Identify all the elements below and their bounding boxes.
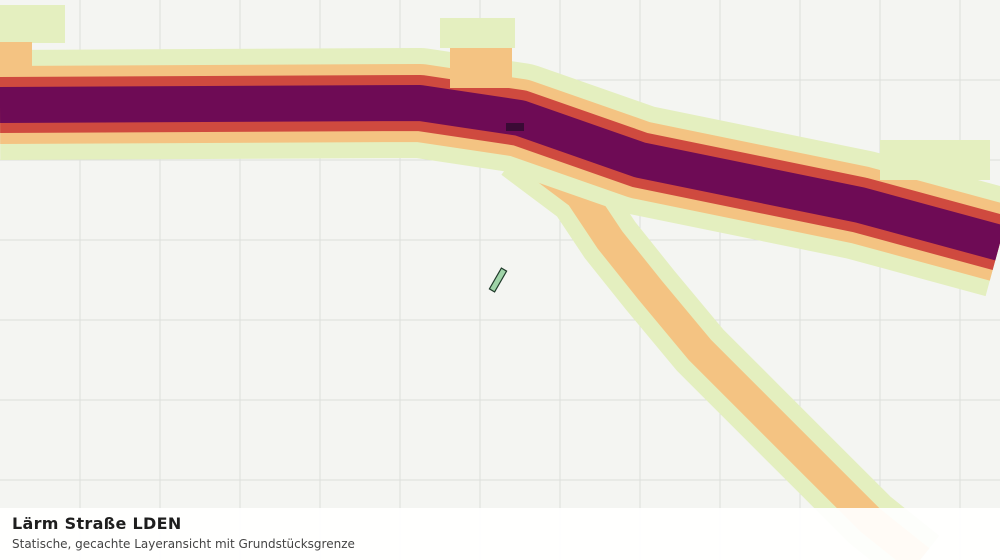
legend-panel: Lärm Straße LDEN Statische, gecachte Lay… [0,508,1000,560]
noise-patch [880,140,990,180]
noise-hotspot [506,123,524,131]
layer-subtitle: Statische, gecachte Layeransicht mit Gru… [12,537,355,551]
layer-title: Lärm Straße LDEN [12,514,182,533]
noise-patch [0,5,65,43]
noise-patch [0,42,32,72]
noise-band-mid [511,138,930,560]
parcel-boundary [488,267,508,293]
noise-band-very-high [0,85,1000,261]
noise-layer [0,48,1000,560]
noise-patch [440,18,515,48]
noise-patch [450,48,512,88]
